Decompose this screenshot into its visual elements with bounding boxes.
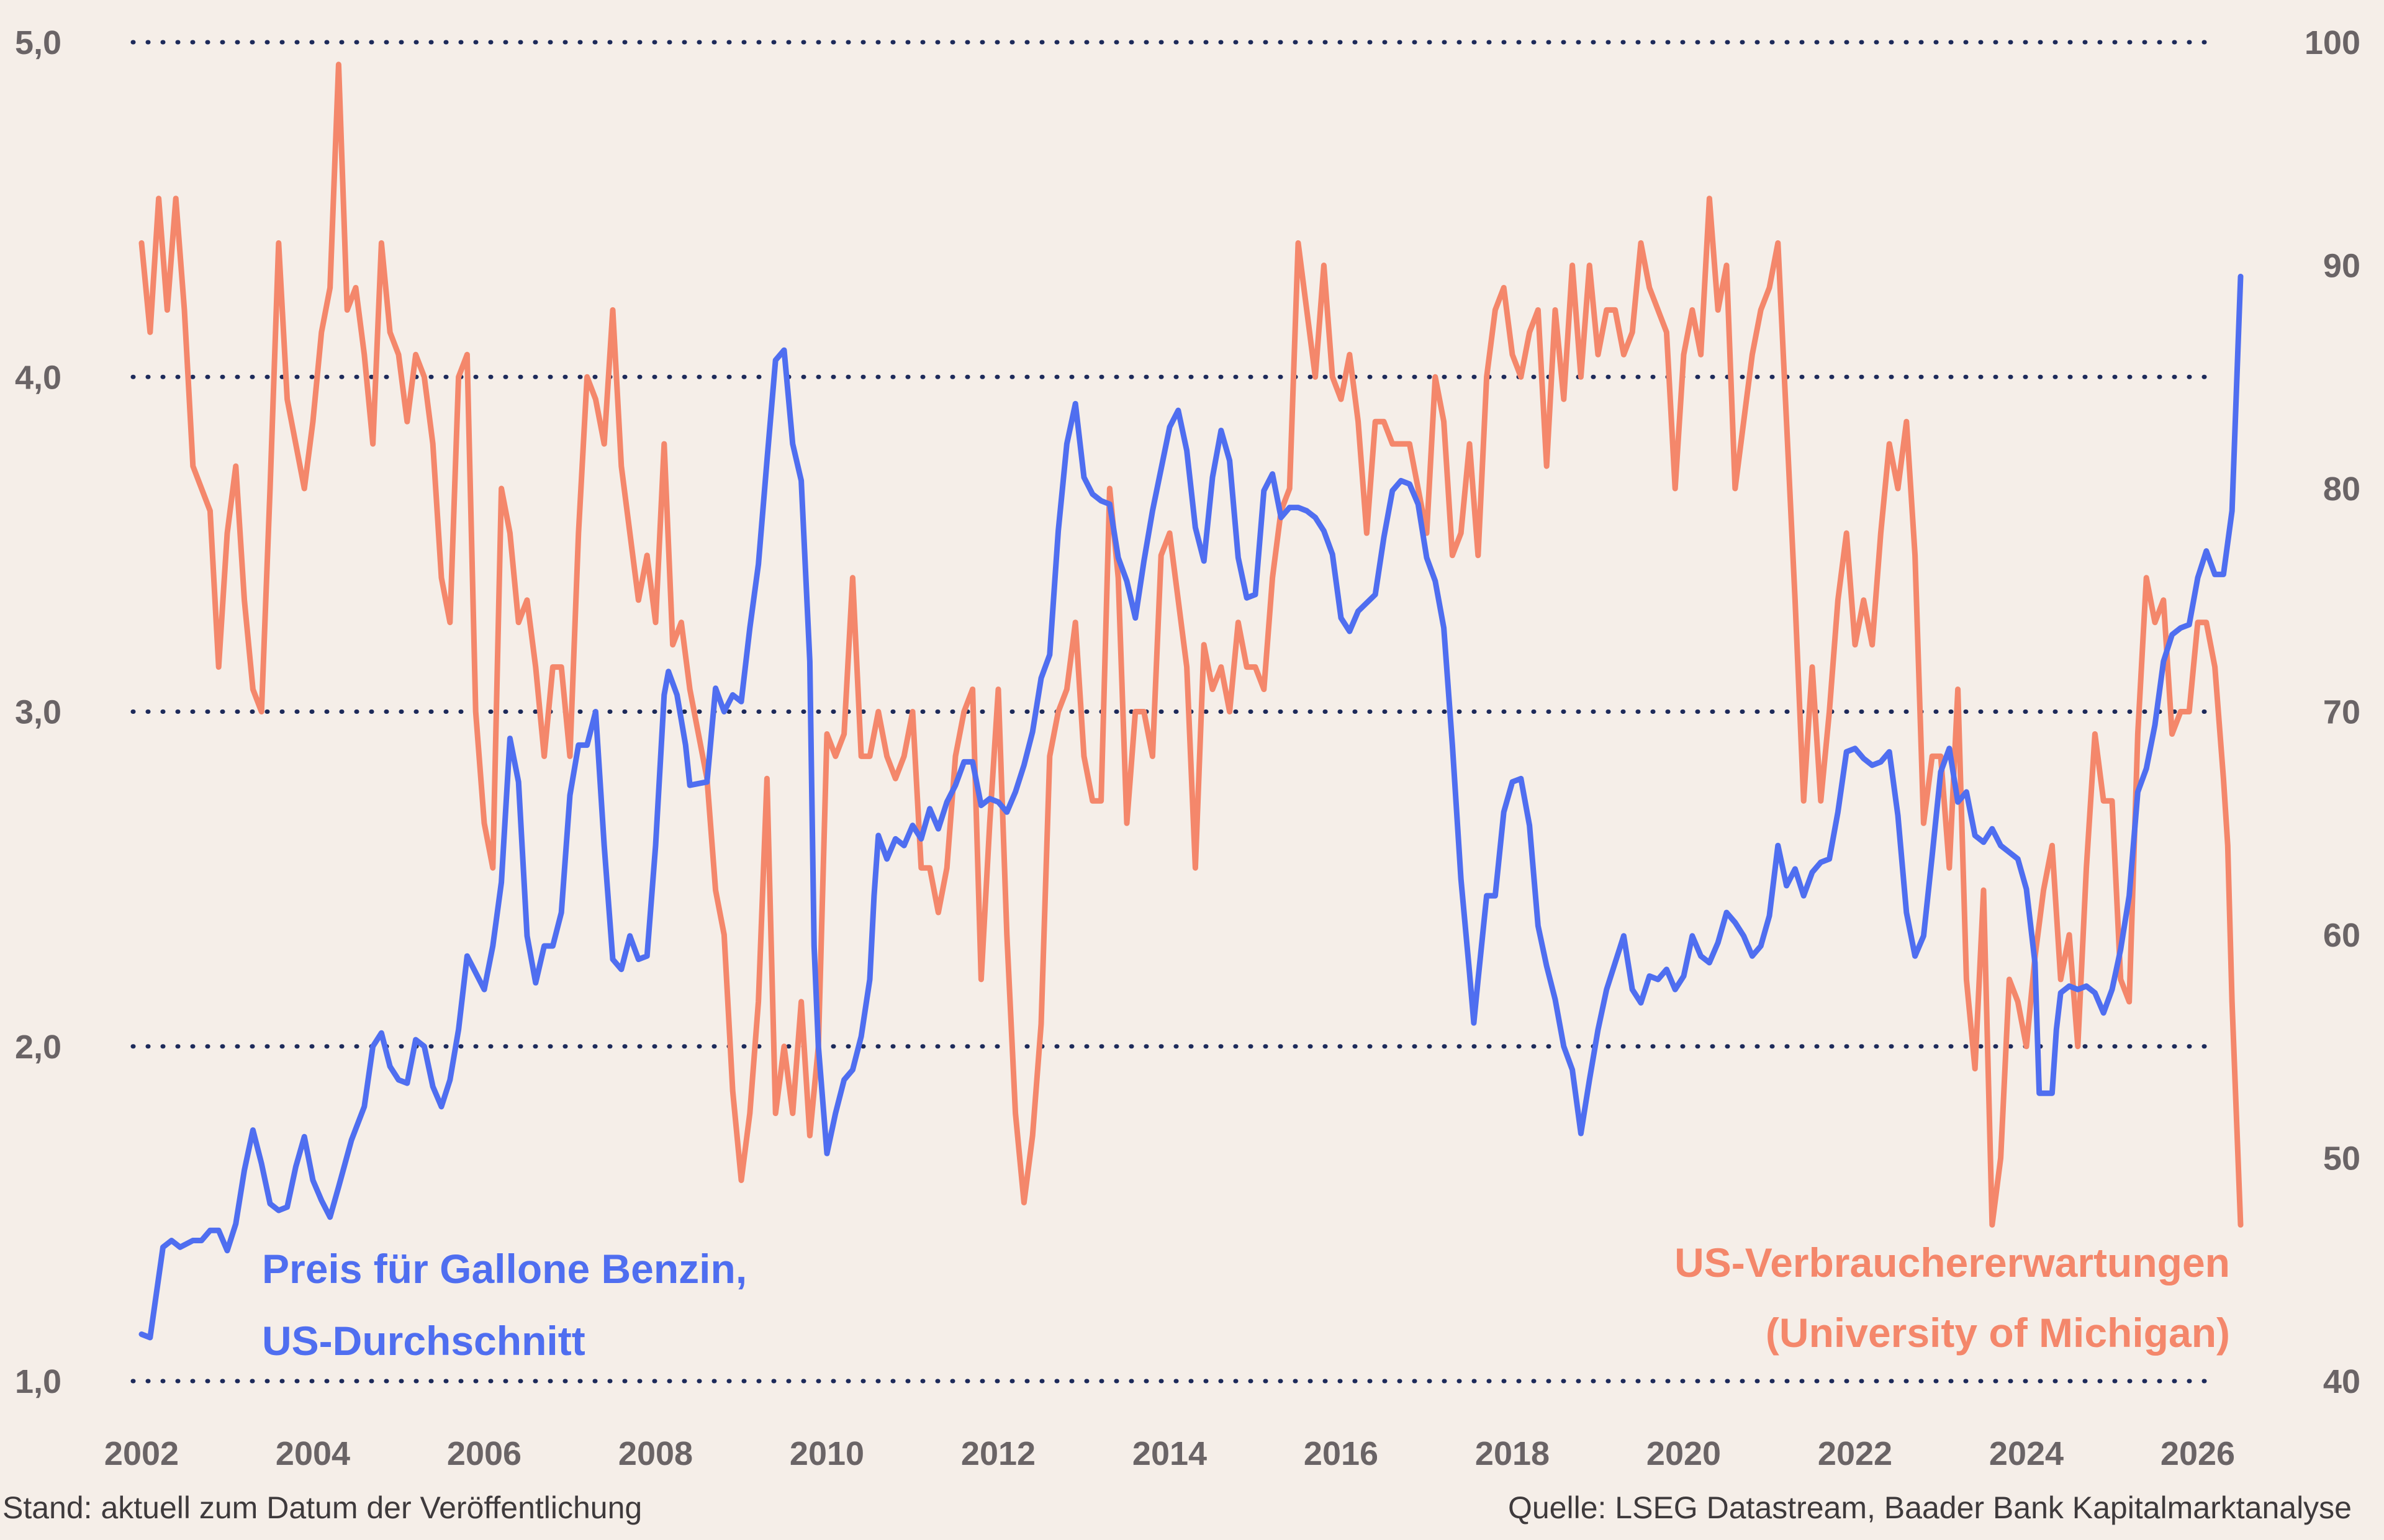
x-tick-label: 2002: [104, 1435, 179, 1472]
right-tick-label: 50: [2323, 1140, 2360, 1178]
x-tick-label: 2012: [961, 1435, 1036, 1472]
series-lines: [138, 61, 2244, 1341]
right-tick-label: 100: [2305, 24, 2360, 61]
right-tick-label: 60: [2323, 917, 2360, 954]
footer-date-note: Stand: aktuell zum Datum der Veröffentli…: [2, 1490, 642, 1525]
left-tick-label: 2,0: [15, 1029, 61, 1066]
x-tick-label: 2004: [276, 1435, 350, 1472]
x-tick-label: 2006: [447, 1435, 522, 1472]
x-tick-label: 2014: [1132, 1435, 1207, 1472]
x-tick-label: 2026: [2160, 1435, 2235, 1472]
left-axis: 1,0 2,0 3,0 4,0 5,0: [15, 24, 61, 1400]
right-axis: 40 50 60 70 80 90 100: [2305, 24, 2360, 1400]
gridlines: [130, 40, 2210, 1384]
x-tick-label: 2018: [1475, 1435, 1550, 1472]
sentiment-series-label-line1: US-Verbrauchererwartungen: [1674, 1240, 2230, 1286]
gasoline-series-label-line1: Preis für Gallone Benzin,: [262, 1246, 747, 1292]
right-tick-label: 70: [2323, 694, 2360, 731]
right-tick-label: 80: [2323, 471, 2360, 508]
x-tick-label: 2022: [1818, 1435, 1892, 1472]
right-tick-label: 90: [2323, 248, 2360, 285]
left-tick-label: 1,0: [15, 1363, 61, 1400]
right-tick-label: 40: [2323, 1363, 2360, 1400]
consumer-expectations-line: [138, 61, 2244, 1228]
left-tick-label: 4,0: [15, 359, 61, 396]
x-tick-label: 2008: [618, 1435, 693, 1472]
x-tick-label: 2020: [1646, 1435, 1721, 1472]
left-tick-label: 5,0: [15, 24, 61, 61]
sentiment-series-label-line2: (University of Michigan): [1766, 1310, 2230, 1356]
x-tick-label: 2016: [1304, 1435, 1378, 1472]
gasoline-series-label-line2: US-Durchschnitt: [262, 1318, 585, 1364]
gasoline-price-line: [138, 274, 2244, 1341]
left-tick-label: 3,0: [15, 694, 61, 731]
x-axis: 2002 2004 2006 2008 2010 2012 2014 2016 2018 2020…: [104, 1435, 2235, 1472]
footer-source: Quelle: LSEG Datastream, Baader Bank Kap…: [1508, 1490, 2352, 1525]
x-tick-label: 2024: [1989, 1435, 2064, 1472]
x-tick-label: 2010: [790, 1435, 864, 1472]
